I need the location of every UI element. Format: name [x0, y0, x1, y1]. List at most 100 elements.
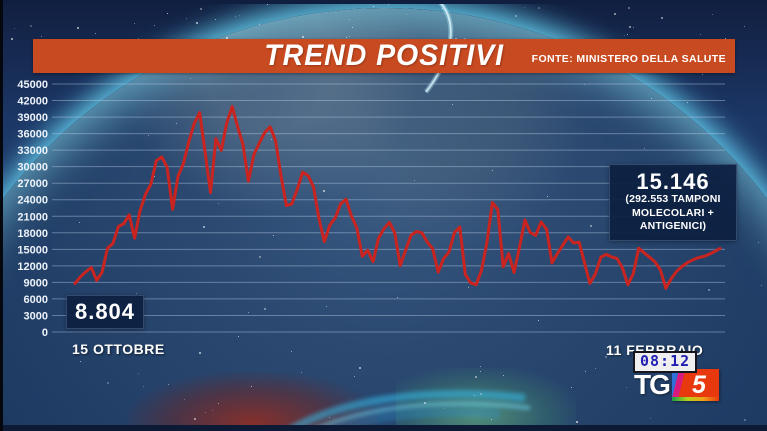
- star-dot: [212, 409, 214, 411]
- star-dot: [272, 234, 274, 236]
- star-dot: [576, 421, 579, 424]
- x-axis-start-label: 15 OTTOBRE: [72, 341, 165, 357]
- star-dot: [205, 412, 207, 414]
- y-tick-label: 0: [42, 327, 48, 339]
- star-dot: [345, 37, 347, 39]
- star-dot: [627, 34, 629, 36]
- star-dot: [167, 13, 169, 15]
- star-dot: [198, 351, 201, 354]
- end-value-subtext: (292.553 TAMPONI MOLECOLARI + ANTIGENICI…: [625, 193, 721, 233]
- y-tick-label: 18000: [17, 228, 48, 240]
- star-dot: [214, 19, 216, 21]
- star-dot: [270, 138, 272, 140]
- star-dot: [184, 399, 186, 401]
- star-dot: [137, 372, 139, 374]
- clock-time: 08:12: [640, 352, 691, 370]
- left-edge-strip: [0, 0, 3, 431]
- star-dot: [538, 6, 541, 9]
- end-value-callout: 15.146 (292.553 TAMPONI MOLECOLARI + ANT…: [609, 164, 737, 242]
- star-dot: [760, 285, 762, 287]
- tg5-logo-tg-text: TG: [634, 369, 671, 400]
- star-dot: [263, 308, 266, 311]
- star-dot: [266, 3, 268, 5]
- tg5-logo-tile: 5: [671, 369, 719, 401]
- star-dot: [414, 180, 416, 182]
- star-dot: [492, 169, 494, 171]
- star-dot: [153, 176, 155, 178]
- y-tick-label: 21000: [17, 211, 48, 223]
- star-dot: [423, 401, 426, 404]
- star-dot: [301, 36, 304, 39]
- star-dot: [136, 292, 138, 294]
- star-dot: [479, 392, 482, 395]
- y-tick-label: 30000: [17, 162, 48, 174]
- star-dot: [711, 13, 713, 15]
- star-dot: [387, 3, 389, 5]
- star-dot: [41, 35, 43, 37]
- star-dot: [353, 375, 355, 377]
- star-dot: [238, 15, 240, 17]
- y-tick-label: 12000: [17, 261, 48, 273]
- star-dot: [515, 14, 518, 17]
- star-dot: [442, 407, 444, 409]
- star-dot: [167, 384, 169, 386]
- star-dot: [352, 27, 354, 29]
- star-dot: [153, 25, 155, 27]
- star-dot: [137, 38, 139, 40]
- end-value: 15.146: [636, 169, 710, 194]
- start-value-callout: 8.804: [66, 295, 144, 329]
- star-dot: [290, 350, 292, 352]
- star-dot: [196, 21, 199, 24]
- y-tick-label: 36000: [17, 129, 48, 141]
- star-dot: [614, 13, 617, 16]
- broadcast-clock: 08:12: [633, 351, 698, 373]
- star-dot: [744, 418, 747, 421]
- star-dot: [259, 23, 261, 25]
- title-banner: TREND POSITIVI FONTE: MINISTERO DELLA SA…: [33, 39, 735, 73]
- star-dot: [218, 402, 220, 404]
- star-dot: [441, 7, 443, 9]
- star-dot: [570, 387, 572, 389]
- star-dot: [546, 196, 548, 198]
- tg5-logo-five-text: 5: [691, 371, 706, 399]
- star-dot: [628, 25, 631, 28]
- start-value: 8.804: [74, 299, 136, 324]
- star-dot: [480, 371, 482, 373]
- star-dot: [463, 37, 466, 40]
- star-dot: [357, 18, 359, 20]
- star-dot: [625, 386, 627, 388]
- star-dot: [95, 33, 97, 35]
- star-dot: [225, 36, 228, 39]
- star-dot: [185, 18, 187, 20]
- star-dot: [474, 375, 477, 378]
- star-dot: [322, 190, 325, 193]
- star-dot: [235, 16, 237, 18]
- star-dot: [329, 416, 331, 418]
- tg5-logo-rainbow-strip: [671, 397, 719, 401]
- y-tick-label: 6000: [24, 294, 48, 306]
- star-dot: [480, 366, 482, 368]
- star-dot: [473, 395, 475, 397]
- bottom-edge-strip: [0, 425, 767, 431]
- chart-title: TREND POSITIVI: [264, 39, 504, 72]
- star-dot: [396, 296, 398, 298]
- star-dot: [590, 224, 593, 227]
- star-dot: [503, 375, 505, 377]
- star-dot: [743, 26, 745, 28]
- star-dot: [406, 13, 408, 15]
- star-dot: [686, 101, 688, 103]
- star-dot: [248, 311, 250, 313]
- star-dot: [143, 386, 144, 388]
- star-dot: [348, 18, 350, 20]
- star-dot: [348, 36, 350, 38]
- star-dot: [725, 37, 727, 39]
- star-dot: [325, 306, 327, 308]
- star-dot: [468, 286, 470, 288]
- star-dot: [176, 122, 178, 124]
- star-dot: [76, 27, 79, 30]
- star-dot: [700, 33, 702, 35]
- star-dot: [604, 355, 607, 358]
- star-dot: [491, 418, 493, 420]
- tg5-logo: TG 5: [634, 369, 719, 401]
